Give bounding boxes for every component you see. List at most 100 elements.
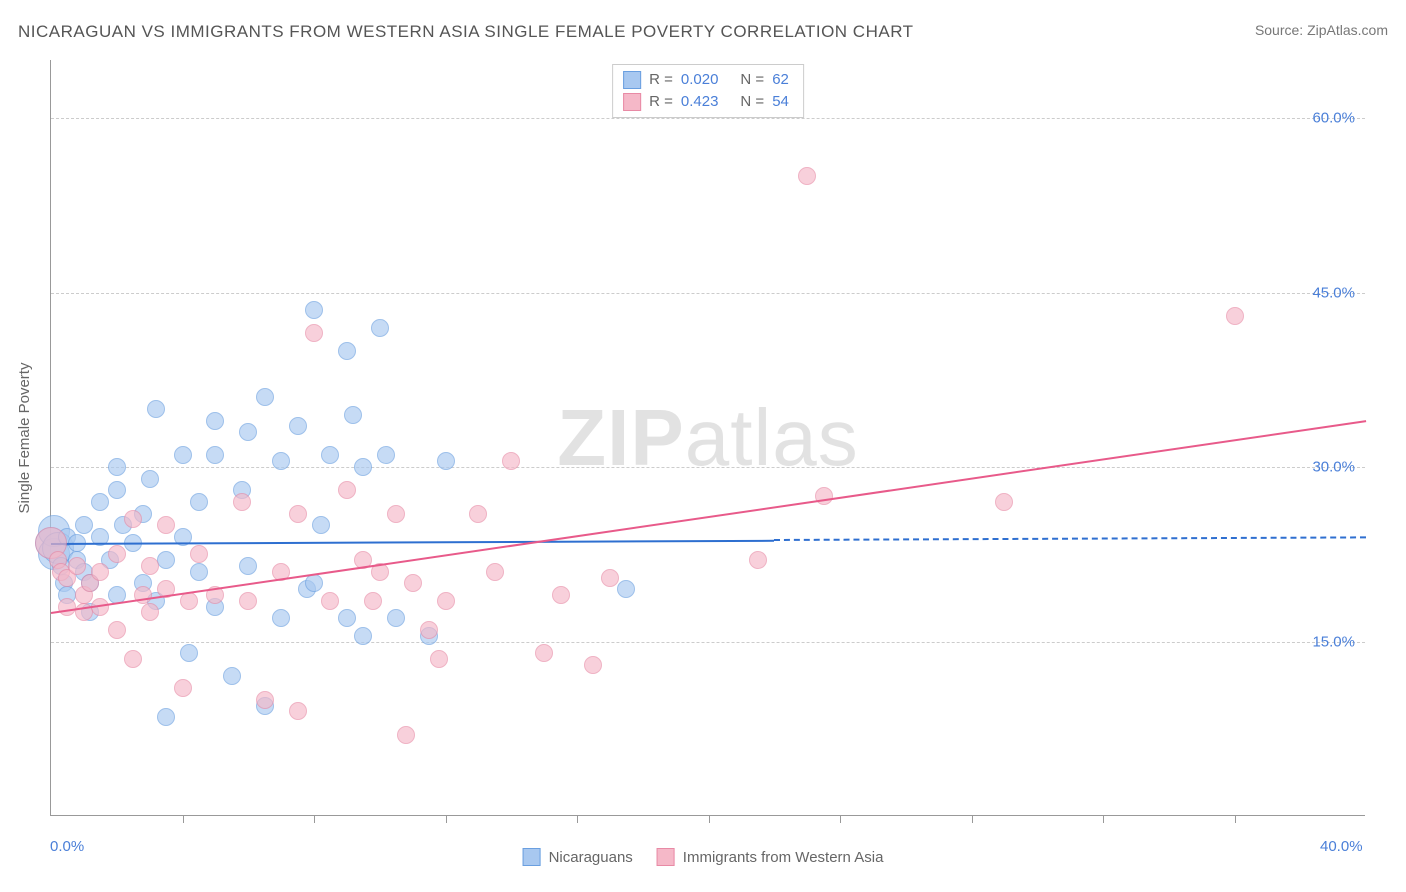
scatter-plot: ZIPatlas R =0.020N =62R =0.423N =54 15.0…: [50, 60, 1365, 816]
data-point: [354, 627, 372, 645]
legend-n-value: 62: [772, 69, 789, 91]
data-point: [141, 470, 159, 488]
data-point: [535, 644, 553, 662]
gridline: [51, 467, 1365, 468]
legend-swatch: [623, 93, 641, 111]
data-point: [749, 551, 767, 569]
data-point: [108, 621, 126, 639]
x-tick: [840, 815, 841, 823]
data-point: [305, 574, 323, 592]
data-point: [1226, 307, 1244, 325]
legend-r-label: R =: [649, 69, 673, 91]
correlation-legend: R =0.020N =62R =0.423N =54: [612, 64, 804, 118]
data-point: [338, 342, 356, 360]
x-tick: [972, 815, 973, 823]
data-point: [91, 493, 109, 511]
trend-line: [51, 539, 774, 544]
data-point: [190, 493, 208, 511]
data-point: [272, 609, 290, 627]
legend-r-value: 0.423: [681, 91, 719, 113]
data-point: [190, 563, 208, 581]
data-point: [387, 609, 405, 627]
series-legend-item: Immigrants from Western Asia: [657, 848, 884, 866]
gridline: [51, 642, 1365, 643]
series-legend: Nicaraguans Immigrants from Western Asia: [523, 848, 884, 866]
chart-title: NICARAGUAN VS IMMIGRANTS FROM WESTERN AS…: [18, 22, 914, 42]
data-point: [157, 516, 175, 534]
x-tick-label: 40.0%: [1320, 838, 1363, 855]
data-point: [239, 557, 257, 575]
data-point: [995, 493, 1013, 511]
source-link[interactable]: ZipAtlas.com: [1307, 22, 1388, 38]
data-point: [601, 569, 619, 587]
y-tick-label: 15.0%: [1312, 633, 1355, 650]
data-point: [91, 563, 109, 581]
data-point: [552, 586, 570, 604]
x-tick: [1235, 815, 1236, 823]
legend-row: R = 0.020 N = 62: [623, 69, 789, 91]
data-point: [58, 598, 76, 616]
data-point: [338, 481, 356, 499]
data-point: [404, 574, 422, 592]
legend-n-label: N =: [740, 69, 764, 91]
data-point: [486, 563, 504, 581]
series-name: Immigrants from Western Asia: [683, 849, 884, 866]
data-point: [354, 458, 372, 476]
source-prefix: Source:: [1255, 22, 1307, 38]
x-tick: [577, 815, 578, 823]
data-point: [108, 458, 126, 476]
data-point: [180, 644, 198, 662]
data-point: [157, 551, 175, 569]
x-tick: [314, 815, 315, 823]
watermark-rest: atlas: [685, 393, 859, 482]
legend-r-value: 0.020: [681, 69, 719, 91]
data-point: [798, 167, 816, 185]
data-point: [289, 505, 307, 523]
series-name: Nicaraguans: [549, 849, 633, 866]
data-point: [305, 324, 323, 342]
data-point: [289, 417, 307, 435]
x-tick: [1103, 815, 1104, 823]
y-tick-label: 30.0%: [1312, 459, 1355, 476]
y-tick-label: 45.0%: [1312, 284, 1355, 301]
data-point: [430, 650, 448, 668]
data-point: [377, 446, 395, 464]
data-point: [206, 412, 224, 430]
data-point: [289, 702, 307, 720]
x-tick: [709, 815, 710, 823]
data-point: [387, 505, 405, 523]
data-point: [364, 592, 382, 610]
legend-n-label: N =: [740, 91, 764, 113]
data-point: [420, 621, 438, 639]
data-point: [68, 557, 86, 575]
data-point: [256, 691, 274, 709]
data-point: [75, 516, 93, 534]
data-point: [108, 481, 126, 499]
data-point: [321, 446, 339, 464]
legend-swatch: [657, 848, 675, 866]
data-point: [174, 446, 192, 464]
data-point: [147, 400, 165, 418]
data-point: [312, 516, 330, 534]
data-point: [371, 319, 389, 337]
watermark: ZIPatlas: [557, 392, 858, 484]
data-point: [157, 708, 175, 726]
data-point: [223, 667, 241, 685]
data-point: [174, 679, 192, 697]
data-point: [124, 510, 142, 528]
legend-swatch: [623, 71, 641, 89]
data-point: [108, 545, 126, 563]
x-tick: [446, 815, 447, 823]
data-point: [272, 452, 290, 470]
data-point: [437, 592, 455, 610]
data-point: [437, 452, 455, 470]
trend-line: [51, 421, 1366, 615]
data-point: [124, 650, 142, 668]
data-point: [256, 388, 274, 406]
x-tick: [183, 815, 184, 823]
trend-line: [774, 537, 1366, 542]
series-legend-item: Nicaraguans: [523, 848, 633, 866]
data-point: [190, 545, 208, 563]
y-tick-label: 60.0%: [1312, 110, 1355, 127]
data-point: [397, 726, 415, 744]
